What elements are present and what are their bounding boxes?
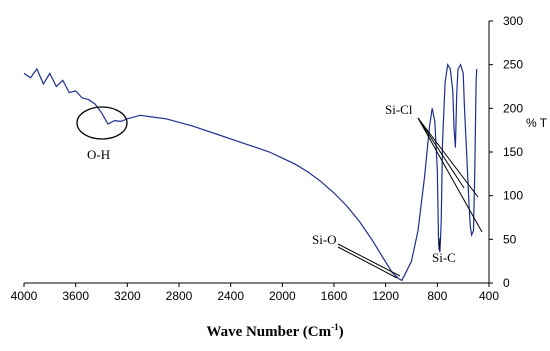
y-tick-label: 50 — [503, 232, 517, 246]
x-tick-label: 2800 — [166, 289, 193, 303]
y-tick-label: 300 — [503, 14, 523, 28]
y-tick-label: 250 — [503, 58, 523, 72]
x-tick-label: 1200 — [372, 289, 399, 303]
y-tick-label: 0 — [503, 276, 510, 290]
y-axis-ticks: 0 50 100 150 200 250 300 — [489, 14, 523, 290]
y-tick-label: 100 — [503, 189, 523, 203]
si-o-pointer-2 — [337, 246, 398, 279]
x-tick-label: 4000 — [11, 289, 38, 303]
si-c-pointer — [438, 237, 441, 251]
si-cl-pointer-2 — [417, 117, 479, 198]
x-axis-ticks: 4000 3600 3200 2800 2400 2000 1600 1200 800 400 — [11, 283, 499, 303]
annotation-si-cl: Si-Cl — [385, 102, 413, 117]
x-tick-label: 400 — [479, 289, 499, 303]
x-axis-title-sup: -1 — [331, 322, 339, 332]
y-tick-label: 150 — [503, 145, 523, 159]
si-cl-pointer-3 — [417, 117, 483, 233]
x-tick-label: 3600 — [62, 289, 89, 303]
y-tick-label: 200 — [503, 101, 523, 115]
spectrum-line — [23, 62, 478, 282]
si-cl-pointer-1 — [417, 117, 465, 189]
x-tick-label: 2400 — [217, 289, 244, 303]
annotation-si-o: Si-O — [312, 232, 337, 247]
x-tick-label: 3200 — [114, 289, 141, 303]
x-tick-label: 2000 — [269, 289, 296, 303]
x-axis-title: Wave Number (Cm-1) — [0, 322, 550, 341]
oh-circle — [76, 106, 128, 140]
x-tick-label: 1600 — [321, 289, 348, 303]
annotation-oh: O-H — [87, 147, 110, 162]
x-axis-title-end: ) — [338, 324, 344, 340]
si-o-pointer-1 — [337, 243, 401, 277]
x-axis-title-main: Wave Number (Cm — [206, 324, 332, 340]
annotation-si-c: Si-C — [432, 250, 456, 265]
x-tick-label: 800 — [427, 289, 447, 303]
y-axis-label: % T — [526, 116, 548, 130]
